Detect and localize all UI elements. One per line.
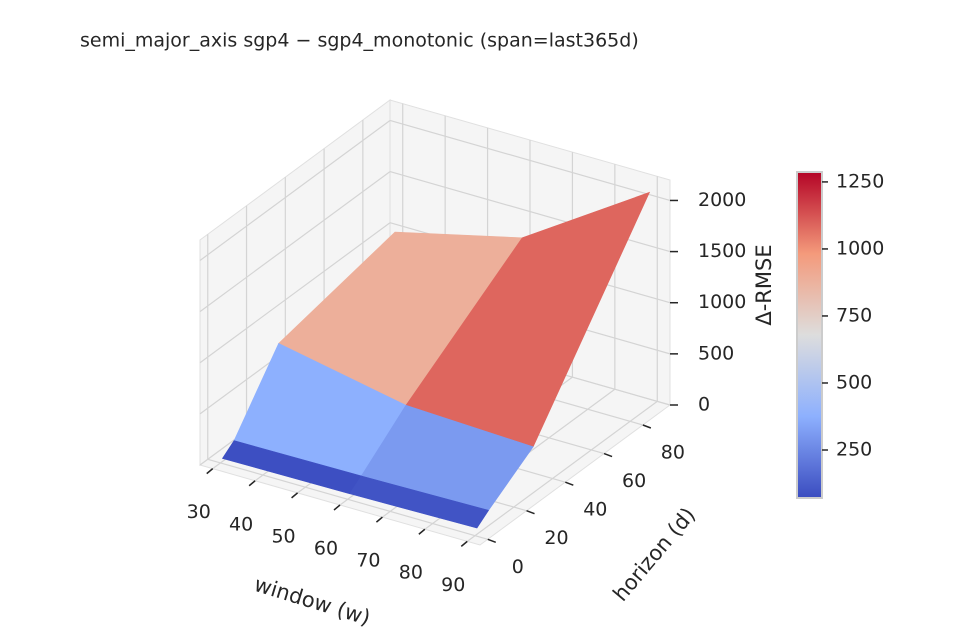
x-tick-label: 40 [229, 513, 253, 535]
tick-mark [487, 538, 497, 543]
colorbar-tick-label: 500 [836, 371, 872, 393]
z-tick-label: 1000 [698, 291, 746, 313]
y-tick-label: 20 [544, 527, 568, 549]
tick-mark [565, 481, 574, 486]
tick-mark [333, 504, 341, 511]
tick-mark [291, 492, 299, 499]
y-tick-label: 60 [622, 470, 646, 492]
x-axis-label: window (w) [251, 572, 373, 630]
z-tick-label: 2000 [698, 189, 746, 211]
y-tick-label: 80 [661, 442, 685, 464]
colorbar-tick-label: 1250 [836, 170, 884, 192]
colorbar [796, 171, 823, 499]
x-tick-label: 90 [441, 574, 465, 596]
tick-mark [526, 510, 535, 515]
colorbar-tick-label: 750 [836, 304, 872, 326]
grid-line [389, 119, 671, 202]
z-tick-label: 500 [698, 342, 734, 364]
y-tick-label: 40 [583, 499, 607, 521]
grid-line [199, 222, 391, 364]
colorbar-tick-label: 250 [836, 439, 872, 461]
x-tick-label: 80 [399, 562, 423, 584]
grid-line [466, 400, 658, 542]
chart-title: semi_major_axis sgp4 − sgp4_monotonic (s… [80, 30, 639, 52]
grid-line [199, 171, 391, 313]
colorbar-tick-label: 1000 [836, 237, 884, 259]
tick-mark [206, 468, 214, 475]
z-axis-label: Δ-RMSE [752, 244, 776, 325]
tick-mark [375, 516, 383, 523]
y-tick-label: 0 [512, 556, 524, 578]
x-tick-label: 70 [356, 550, 380, 572]
tick-mark [642, 424, 652, 429]
x-tick-label: 50 [271, 525, 295, 547]
tick-mark [418, 528, 426, 535]
z-tick-label: 0 [698, 394, 710, 416]
tick-mark [603, 452, 613, 458]
tick-mark [460, 540, 468, 547]
grid-line [199, 119, 391, 261]
tick-mark [248, 480, 256, 487]
surface-face [349, 475, 490, 529]
x-tick-label: 30 [187, 501, 211, 523]
x-tick-label: 60 [314, 538, 338, 560]
y-axis-label: horizon (d) [608, 503, 700, 606]
grid-line [207, 458, 488, 540]
z-tick-label: 1500 [698, 240, 746, 262]
